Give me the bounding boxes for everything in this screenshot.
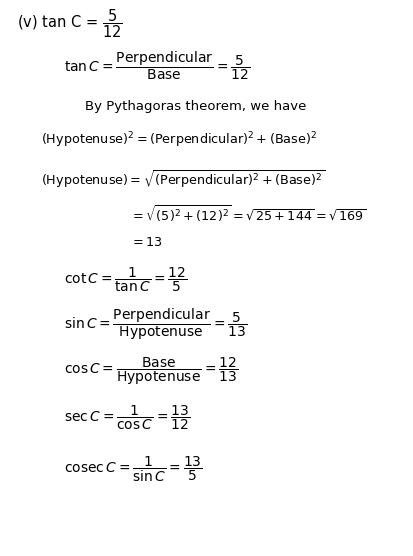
- Text: $\sin C = \dfrac{\mathrm{Perpendicular}}{\mathrm{Hypotenuse}} = \dfrac{5}{13}$: $\sin C = \dfrac{\mathrm{Perpendicular}}…: [64, 307, 247, 342]
- Text: $(\mathrm{Hypotenuse})^2 = (\mathrm{Perpendicular})^2 + (\mathrm{Base})^2$: $(\mathrm{Hypotenuse})^2 = (\mathrm{Perp…: [41, 130, 317, 150]
- Text: By Pythagoras theorem, we have: By Pythagoras theorem, we have: [85, 100, 306, 113]
- Text: $(\mathrm{Hypotenuse}) = \sqrt{(\mathrm{Perpendicular})^2 + (\mathrm{Base})^2}$: $(\mathrm{Hypotenuse}) = \sqrt{(\mathrm{…: [41, 169, 325, 191]
- Text: $\sec C = \dfrac{1}{\cos C} = \dfrac{13}{12}$: $\sec C = \dfrac{1}{\cos C} = \dfrac{13}…: [64, 404, 190, 432]
- Text: $\mathrm{cosec}\, C = \dfrac{1}{\sin C} = \dfrac{13}{5}$: $\mathrm{cosec}\, C = \dfrac{1}{\sin C} …: [64, 455, 203, 484]
- Text: $\cot C = \dfrac{1}{\tan C} = \dfrac{12}{5}$: $\cot C = \dfrac{1}{\tan C} = \dfrac{12}…: [64, 266, 188, 294]
- Text: $= \sqrt{(5)^2 + (12)^2} = \sqrt{25+144} = \sqrt{169}$: $= \sqrt{(5)^2 + (12)^2} = \sqrt{25+144}…: [130, 204, 366, 225]
- Text: $\tan C = \dfrac{\mathrm{Perpendicular}}{\mathrm{Base}} = \dfrac{5}{12}$: $\tan C = \dfrac{\mathrm{Perpendicular}}…: [64, 49, 250, 82]
- Text: $\cos C = \dfrac{\mathrm{Base}}{\mathrm{Hypotenuse}} = \dfrac{12}{13}$: $\cos C = \dfrac{\mathrm{Base}}{\mathrm{…: [64, 356, 238, 387]
- Text: (v) tan C = $\dfrac{5}{12}$: (v) tan C = $\dfrac{5}{12}$: [17, 7, 122, 39]
- Text: $= 13$: $= 13$: [130, 236, 163, 249]
